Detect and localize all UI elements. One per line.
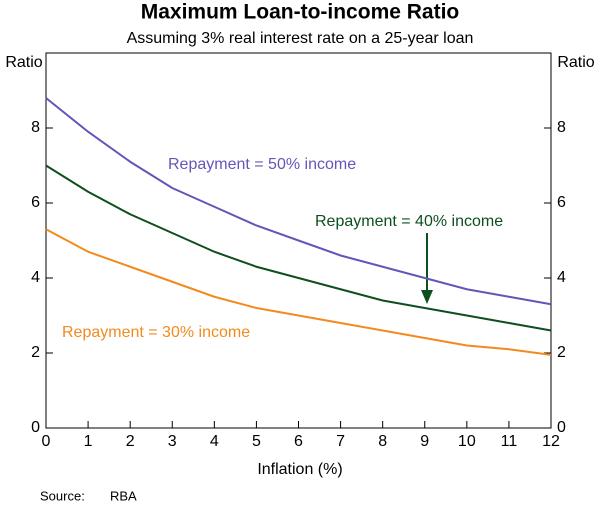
x-tick-label: 4 [210,433,219,450]
x-tick-label: 9 [420,433,429,450]
x-tick-label: 0 [42,433,51,450]
x-tick-label: 5 [252,433,261,450]
x-tick-label: 3 [168,433,177,450]
y-tick-label: 0 [31,419,40,436]
x-tick-label: 11 [501,433,518,450]
x-tick-label: 10 [458,433,476,450]
x-tick-label: 12 [542,433,560,450]
y-tick-label: 6 [31,194,40,211]
line-series [45,164,552,332]
source: RBA [110,488,137,503]
chart-subtitle: Assuming 3% real interest rate on a 25-y… [127,30,474,47]
y2-tick-label: 8 [557,119,566,136]
x-tick-label: 7 [336,433,345,450]
y2-tick-label: 4 [557,269,566,286]
y-tick-label: 2 [31,344,40,361]
y2-tick-label: 0 [557,419,566,436]
x-tick-label: 1 [84,433,93,450]
y-axis-label: Ratio [5,54,42,71]
series-label: Repayment = 50% income [168,156,356,173]
y-tick-label: 4 [31,269,40,286]
y2-axis-label: Ratio [557,54,594,71]
series-label: Repayment = 30% income [62,324,250,341]
x-axis-label: Inflation (%) [257,461,342,478]
chart-title: Maximum Loan-to-income Ratio [141,1,460,24]
line-series [45,228,552,356]
line-series [45,97,552,306]
x-tick-label: 6 [294,433,303,450]
annotation-arrowhead [421,290,433,304]
source-label: Source: [40,488,85,503]
y-tick-label: 8 [31,119,40,136]
x-tick-label: 8 [378,433,387,450]
series-label: Repayment = 40% income [315,213,503,230]
y2-tick-label: 6 [557,194,566,211]
x-tick-label: 2 [126,433,135,450]
y2-tick-label: 2 [557,344,566,361]
